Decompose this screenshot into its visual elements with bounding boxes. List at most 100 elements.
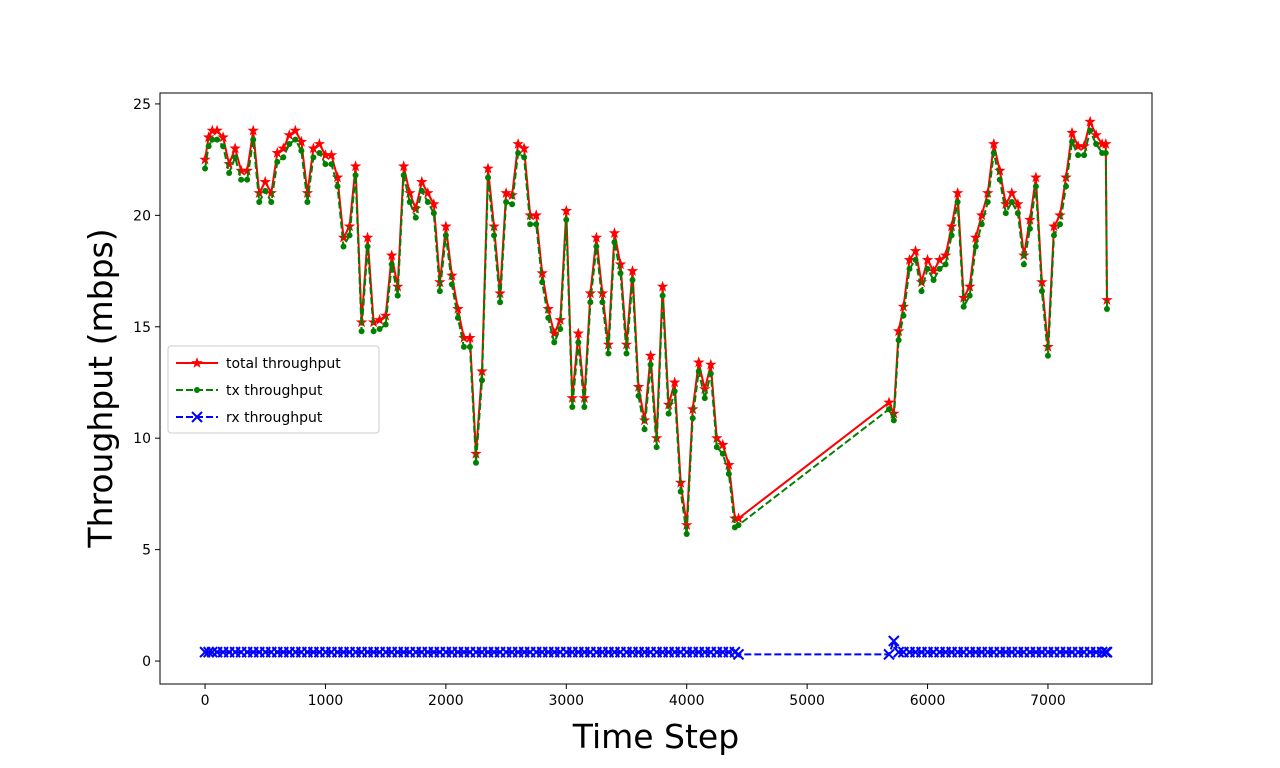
- x-axis-label: Time Step: [572, 717, 739, 756]
- dot-marker: [280, 154, 287, 161]
- dot-marker: [1014, 210, 1021, 217]
- dot-marker: [593, 243, 600, 250]
- star-marker: [681, 519, 693, 530]
- star-marker: [1048, 220, 1060, 232]
- dot-marker: [256, 198, 263, 205]
- dot-marker: [1038, 288, 1045, 295]
- x-marker: [888, 635, 900, 647]
- dot-marker: [1075, 152, 1082, 159]
- star-marker: [229, 142, 241, 154]
- star-marker: [1054, 209, 1066, 221]
- dot-marker: [587, 299, 594, 306]
- dot-marker: [695, 368, 702, 375]
- star-marker: [440, 220, 452, 232]
- star-marker: [235, 164, 247, 176]
- dot-marker: [635, 392, 642, 399]
- y-tick-label: 5: [142, 543, 151, 559]
- dot-marker: [960, 303, 967, 310]
- star-marker: [958, 291, 970, 303]
- x-marker: [1096, 646, 1108, 658]
- dot-marker: [895, 337, 902, 344]
- y-tick-label: 0: [142, 654, 151, 670]
- dot-marker: [605, 350, 612, 357]
- star-marker: [711, 432, 723, 443]
- star-marker: [422, 187, 434, 198]
- dot-marker: [1057, 221, 1064, 228]
- dot-marker: [292, 136, 299, 143]
- star-marker: [560, 204, 572, 216]
- dot-marker: [412, 214, 419, 221]
- star-marker: [476, 365, 488, 377]
- star-marker: [506, 189, 518, 201]
- star-marker: [259, 175, 271, 187]
- dot-marker: [1032, 183, 1039, 190]
- dot-marker: [424, 198, 431, 205]
- star-marker: [386, 249, 398, 261]
- star-marker: [976, 209, 988, 221]
- star-marker: [211, 124, 223, 136]
- star-marker: [343, 220, 356, 232]
- dot-marker: [713, 444, 720, 451]
- x-marker: [1101, 646, 1113, 658]
- dot-marker: [701, 395, 708, 402]
- legend-label: rx throughput: [226, 410, 323, 426]
- dot-marker: [677, 488, 684, 495]
- dot-marker: [521, 154, 528, 161]
- dot-marker: [209, 136, 216, 143]
- dot-marker: [1103, 305, 1110, 312]
- star-marker: [614, 258, 627, 270]
- dot-marker: [1087, 127, 1094, 134]
- y-tick-label: 10: [133, 431, 151, 447]
- dot-marker: [448, 281, 455, 288]
- dot-marker: [310, 154, 317, 161]
- dot-marker: [1020, 261, 1027, 268]
- dot-marker: [557, 325, 564, 332]
- dot-marker: [418, 187, 425, 194]
- dot-marker: [515, 149, 522, 156]
- legend-label: tx throughput: [226, 383, 323, 399]
- dot-marker: [298, 147, 305, 154]
- star-marker: [458, 331, 470, 343]
- star-marker: [548, 327, 560, 339]
- dot-marker: [918, 288, 925, 295]
- x-tick-label: 2000: [428, 693, 464, 709]
- star-marker: [892, 325, 905, 337]
- dot-marker: [611, 239, 618, 246]
- dot-marker: [930, 276, 937, 283]
- star-marker: [723, 458, 735, 470]
- x-tick-label: 3000: [548, 693, 584, 709]
- legend-label: total throughput: [226, 356, 341, 372]
- dot-marker: [653, 444, 660, 451]
- star-marker: [398, 160, 410, 172]
- dot-marker: [226, 170, 233, 177]
- dot-marker: [376, 325, 383, 332]
- dot-marker: [194, 387, 200, 393]
- star-marker: [945, 220, 958, 232]
- star-marker: [500, 187, 512, 198]
- dot-marker: [1093, 141, 1100, 148]
- dot-marker: [569, 403, 576, 410]
- dot-marker: [665, 410, 672, 417]
- dot-marker: [346, 232, 353, 239]
- dot-marker: [205, 143, 212, 150]
- star-marker: [717, 438, 729, 450]
- star-marker: [909, 245, 922, 256]
- dot-marker: [232, 154, 239, 161]
- dot-marker: [735, 522, 742, 529]
- dot-marker: [671, 388, 678, 395]
- star-marker: [349, 160, 362, 172]
- star-marker: [951, 187, 964, 198]
- dot-marker: [340, 243, 347, 250]
- dot-marker: [659, 292, 666, 299]
- dot-marker: [689, 415, 696, 422]
- series-line: [204, 118, 1108, 526]
- star-marker: [1018, 249, 1030, 261]
- star-marker: [1101, 294, 1113, 305]
- dot-marker: [262, 187, 269, 194]
- dot-marker: [286, 141, 293, 148]
- x-marker: [883, 648, 895, 661]
- dot-marker: [647, 361, 654, 368]
- star-marker: [361, 231, 374, 243]
- dot-marker: [924, 265, 931, 272]
